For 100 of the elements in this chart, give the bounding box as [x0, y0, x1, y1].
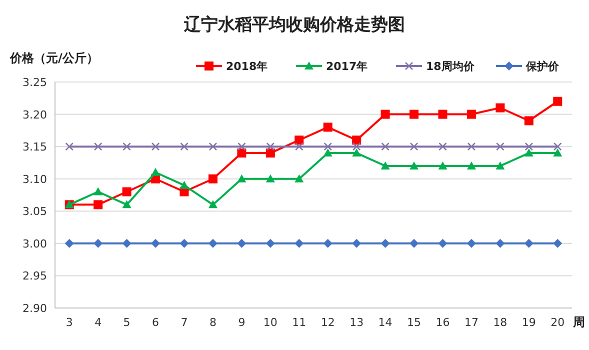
- y-tick-label: 2.90: [22, 302, 47, 315]
- point: [496, 161, 505, 170]
- x-tick-label: 9: [238, 316, 246, 329]
- point: [410, 238, 419, 248]
- x-tick-label: 14: [378, 316, 392, 329]
- point: [238, 142, 246, 151]
- point: [553, 238, 562, 248]
- x-tick-label: 13: [350, 316, 364, 329]
- y-tick-label: 3.15: [22, 140, 47, 154]
- point: [524, 148, 534, 157]
- point: [438, 238, 448, 248]
- x-tick-label: 6: [152, 316, 160, 329]
- y-tick-label: 3.05: [22, 205, 47, 218]
- point: [380, 161, 390, 170]
- point: [180, 238, 189, 248]
- point: [122, 187, 132, 196]
- point: [122, 238, 132, 248]
- point: [64, 238, 74, 248]
- point: [294, 238, 304, 248]
- y-tick-label: 3.20: [22, 108, 47, 122]
- point: [266, 174, 275, 182]
- point: [266, 238, 275, 248]
- point: [294, 142, 304, 151]
- point: [553, 148, 562, 157]
- point: [352, 148, 362, 157]
- point: [323, 148, 332, 157]
- x-tick-label: 11: [292, 316, 306, 329]
- y-tick-label: 2.95: [22, 270, 47, 283]
- point: [524, 238, 534, 248]
- point: [208, 238, 218, 248]
- point: [208, 200, 218, 208]
- x-tick-label: 15: [407, 316, 422, 329]
- point: [381, 142, 390, 151]
- point: [151, 142, 160, 151]
- point: [438, 110, 448, 119]
- point: [467, 142, 476, 151]
- x-tick-label: 7: [180, 316, 188, 329]
- x-tick-label: 10: [263, 316, 278, 329]
- point: [496, 238, 505, 248]
- y-axis-title: 价格（元/公斤）: [9, 51, 98, 65]
- x-tick-label: 8: [209, 316, 216, 329]
- point: [410, 110, 419, 119]
- point: [466, 110, 476, 119]
- point: [94, 187, 103, 196]
- point: [94, 200, 103, 210]
- point: [524, 142, 534, 151]
- point: [410, 161, 419, 170]
- point: [180, 142, 188, 151]
- x-tick-label: 19: [522, 316, 536, 329]
- point: [122, 142, 131, 151]
- point: [237, 148, 246, 158]
- x-axis-title: 周: [572, 315, 585, 329]
- y-tick-label: 3.10: [22, 172, 47, 186]
- legend-label: 2017年: [326, 60, 368, 73]
- chart-title: 辽宁水稻平均收购价格走势图: [183, 15, 405, 35]
- legend-label: 18周均价: [426, 60, 476, 73]
- point: [466, 238, 476, 248]
- y-tick-label: 3.25: [22, 76, 47, 89]
- point: [352, 142, 361, 151]
- point: [524, 116, 534, 126]
- x-tick-label: 20: [550, 316, 565, 329]
- legend-label: 保护价: [525, 60, 560, 73]
- point: [266, 148, 275, 158]
- point: [151, 168, 160, 176]
- point: [237, 174, 246, 182]
- point: [352, 238, 362, 248]
- x-tick-label: 4: [94, 316, 102, 329]
- point: [294, 136, 304, 145]
- point: [323, 238, 332, 248]
- x-tick-label: 18: [493, 316, 508, 329]
- point: [553, 142, 562, 151]
- point: [65, 142, 74, 151]
- point: [438, 142, 447, 151]
- point: [294, 174, 304, 182]
- point: [466, 161, 476, 170]
- point: [151, 238, 160, 248]
- x-tick-label: 12: [320, 316, 335, 329]
- point: [122, 200, 132, 208]
- legend-label: 2018年: [226, 60, 268, 73]
- x-tick-label: 16: [436, 316, 450, 329]
- point: [180, 180, 189, 189]
- point: [438, 161, 448, 170]
- point: [237, 238, 246, 248]
- point: [94, 238, 103, 248]
- point: [266, 142, 275, 151]
- x-tick-label: 5: [123, 316, 130, 329]
- point: [94, 142, 102, 151]
- point: [208, 142, 218, 151]
- point: [553, 96, 562, 106]
- x-tick-label: 3: [66, 316, 73, 329]
- point: [496, 103, 505, 112]
- point: [380, 110, 390, 119]
- point: [352, 136, 362, 145]
- y-tick-label: 3.00: [22, 237, 47, 250]
- point: [496, 142, 504, 151]
- point: [410, 142, 418, 151]
- x-tick-label: 17: [464, 316, 478, 329]
- point: [324, 142, 332, 151]
- point: [380, 238, 390, 248]
- point: [208, 174, 218, 184]
